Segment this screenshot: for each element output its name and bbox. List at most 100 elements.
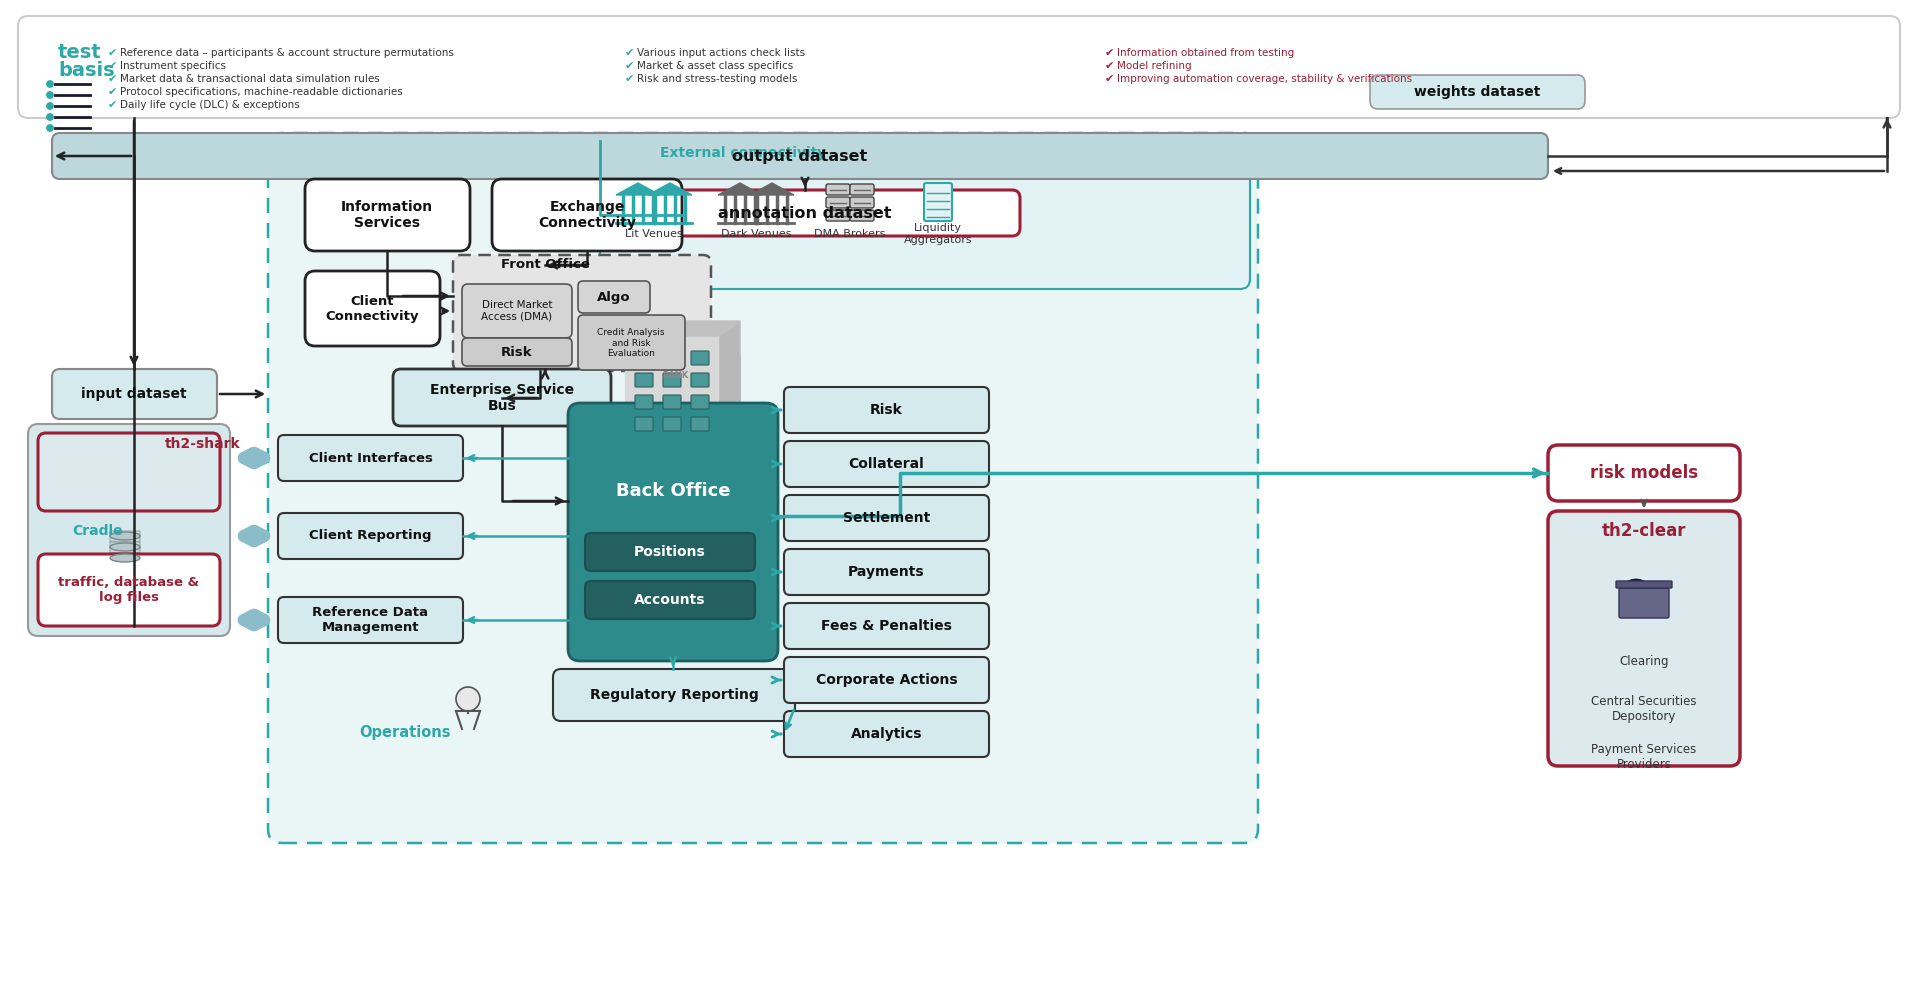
Text: Improving automation coverage, stability & verifications: Improving automation coverage, stability… (1117, 74, 1411, 84)
Text: BANK: BANK (662, 372, 687, 381)
FancyBboxPatch shape (636, 373, 653, 387)
Text: Collateral: Collateral (849, 457, 924, 471)
Text: Front Office: Front Office (501, 259, 589, 272)
FancyBboxPatch shape (636, 351, 653, 365)
Text: ✔: ✔ (108, 74, 117, 84)
Text: Back Office: Back Office (616, 482, 730, 500)
FancyBboxPatch shape (278, 513, 463, 559)
FancyBboxPatch shape (691, 395, 708, 409)
Text: Algo: Algo (597, 290, 632, 303)
Text: ✔: ✔ (108, 100, 117, 110)
Circle shape (46, 81, 54, 87)
Text: Information
Services: Information Services (342, 200, 434, 230)
FancyBboxPatch shape (463, 284, 572, 338)
FancyBboxPatch shape (586, 533, 755, 571)
Polygon shape (720, 321, 739, 451)
FancyBboxPatch shape (826, 184, 851, 195)
Polygon shape (720, 356, 739, 451)
Text: Various input actions check lists: Various input actions check lists (637, 48, 804, 58)
Text: ✔: ✔ (626, 61, 634, 71)
Ellipse shape (109, 554, 140, 562)
Text: Daily life cycle (DLC) & exceptions: Daily life cycle (DLC) & exceptions (119, 100, 300, 110)
Text: Analytics: Analytics (851, 727, 922, 741)
Text: output dataset: output dataset (732, 149, 868, 164)
Text: Reference data – participants & account structure permutations: Reference data – participants & account … (119, 48, 453, 58)
Text: Instrument specifics: Instrument specifics (119, 61, 227, 71)
FancyBboxPatch shape (662, 395, 682, 409)
FancyBboxPatch shape (1371, 75, 1586, 109)
Polygon shape (611, 431, 739, 451)
FancyBboxPatch shape (578, 315, 685, 370)
Polygon shape (626, 321, 739, 336)
Text: ✔: ✔ (108, 48, 117, 58)
Text: input dataset: input dataset (81, 387, 186, 401)
FancyBboxPatch shape (305, 271, 440, 346)
Text: ✔: ✔ (1106, 48, 1114, 58)
FancyBboxPatch shape (1548, 511, 1740, 766)
Text: Exchange
Connectivity: Exchange Connectivity (538, 200, 636, 230)
Text: ✔: ✔ (108, 61, 117, 71)
FancyBboxPatch shape (394, 369, 611, 426)
Text: Reference Data
Management: Reference Data Management (313, 606, 428, 634)
FancyBboxPatch shape (278, 435, 463, 481)
Text: Clearing: Clearing (1619, 654, 1668, 668)
FancyBboxPatch shape (1619, 588, 1668, 618)
Text: ✔: ✔ (626, 48, 634, 58)
FancyBboxPatch shape (691, 373, 708, 387)
Text: traffic, database &
log files: traffic, database & log files (58, 576, 200, 604)
Circle shape (457, 687, 480, 711)
FancyBboxPatch shape (17, 16, 1901, 118)
FancyBboxPatch shape (783, 387, 989, 433)
Polygon shape (649, 183, 691, 195)
FancyBboxPatch shape (109, 553, 140, 564)
Ellipse shape (109, 543, 140, 551)
Polygon shape (751, 183, 795, 195)
FancyBboxPatch shape (568, 403, 778, 661)
FancyBboxPatch shape (636, 395, 653, 409)
Text: DMA Brokers: DMA Brokers (814, 229, 885, 239)
Text: th2-clear: th2-clear (1601, 522, 1686, 540)
FancyBboxPatch shape (586, 581, 755, 619)
FancyBboxPatch shape (826, 210, 851, 221)
Polygon shape (616, 183, 660, 195)
FancyBboxPatch shape (52, 369, 217, 419)
FancyBboxPatch shape (492, 179, 682, 251)
Text: weights dataset: weights dataset (1413, 85, 1540, 99)
Text: th2-shark: th2-shark (165, 437, 240, 451)
FancyBboxPatch shape (38, 554, 221, 626)
FancyBboxPatch shape (1617, 581, 1672, 588)
Text: Accounts: Accounts (634, 593, 707, 607)
FancyBboxPatch shape (109, 531, 140, 542)
Circle shape (46, 92, 54, 98)
FancyBboxPatch shape (783, 441, 989, 487)
Text: Client
Connectivity: Client Connectivity (324, 295, 419, 323)
FancyBboxPatch shape (553, 669, 795, 721)
Text: ✔: ✔ (1106, 61, 1114, 71)
Text: Operations: Operations (359, 725, 451, 740)
Text: ✔: ✔ (1106, 74, 1114, 84)
Polygon shape (718, 183, 762, 195)
Text: Risk: Risk (501, 346, 534, 359)
FancyBboxPatch shape (851, 210, 874, 221)
FancyBboxPatch shape (662, 373, 682, 387)
Text: Client Interfaces: Client Interfaces (309, 452, 432, 465)
Text: annotation dataset: annotation dataset (718, 205, 891, 221)
FancyBboxPatch shape (691, 351, 708, 365)
Text: ✔: ✔ (626, 74, 634, 84)
Text: ✔: ✔ (108, 87, 117, 97)
FancyBboxPatch shape (589, 190, 1020, 236)
Circle shape (1620, 579, 1651, 611)
Text: Regulatory Reporting: Regulatory Reporting (589, 688, 758, 702)
Circle shape (46, 114, 54, 120)
FancyBboxPatch shape (29, 424, 230, 636)
Text: Corporate Actions: Corporate Actions (816, 673, 958, 687)
Text: risk models: risk models (1590, 464, 1697, 482)
FancyBboxPatch shape (269, 133, 1258, 843)
FancyBboxPatch shape (783, 657, 989, 703)
FancyBboxPatch shape (662, 417, 682, 431)
Text: Fees & Penalties: Fees & Penalties (822, 619, 952, 633)
FancyBboxPatch shape (52, 133, 1548, 179)
FancyBboxPatch shape (783, 711, 989, 757)
FancyBboxPatch shape (38, 433, 221, 511)
FancyBboxPatch shape (851, 184, 874, 195)
